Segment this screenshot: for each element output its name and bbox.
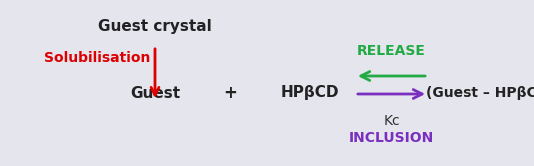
Text: Guest: Guest (130, 85, 180, 100)
Text: +: + (223, 84, 237, 102)
Text: HPβCD: HPβCD (281, 85, 339, 100)
Text: (Guest – HPβCD): (Guest – HPβCD) (426, 86, 534, 100)
Text: INCLUSION: INCLUSION (349, 131, 434, 145)
Text: Kc: Kc (383, 114, 400, 128)
Text: Solubilisation: Solubilisation (44, 51, 150, 65)
Text: Guest crystal: Guest crystal (98, 18, 212, 34)
Text: RELEASE: RELEASE (357, 44, 426, 58)
